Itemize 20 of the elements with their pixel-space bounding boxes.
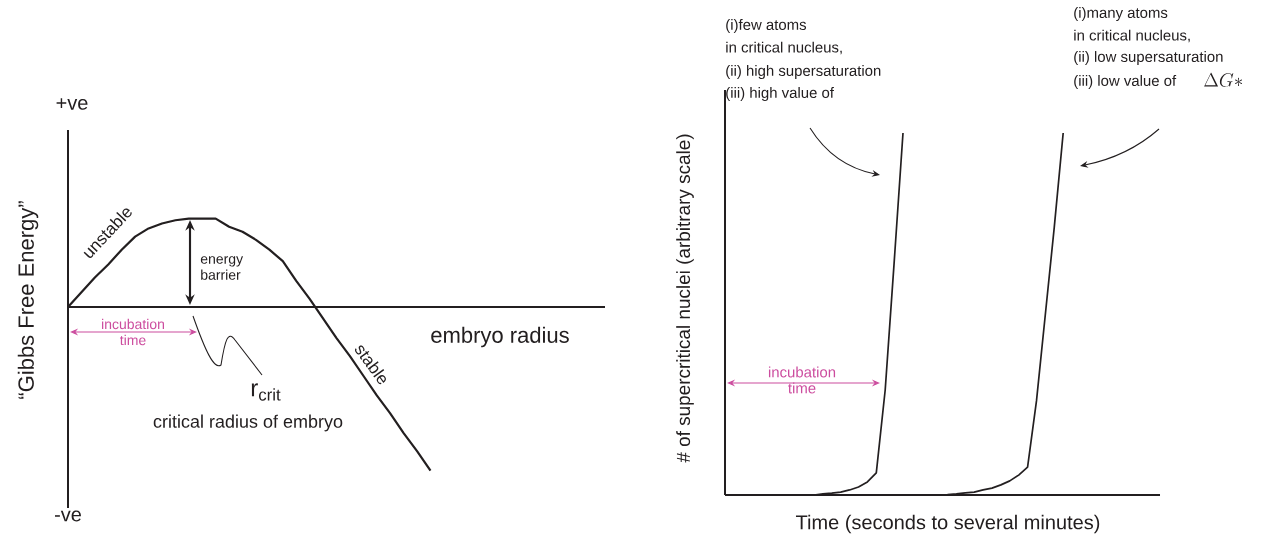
x-axis-title: embryo radius [431,326,569,348]
x-axis-title: Time (seconds to several minutes) [795,514,1100,534]
text: -ve [54,510,81,522]
text: (iii) high value of [726,87,834,101]
text: (iii) low value of [1074,75,1177,89]
text: (ii) high supersaturation [726,65,881,79]
text: in critical nucleus, [1074,29,1190,43]
text: (i)many atoms [1074,7,1168,21]
annotation: incubation time [768,366,836,394]
text: (i)few atoms [726,19,807,33]
annotation: critical radius of embryo [153,414,343,432]
text: $\Delta G*$ [1204,72,1243,87]
annotation: incubation time [102,318,164,346]
text: +ve [56,98,88,110]
text: (ii) low supersaturation [1074,51,1223,65]
annotation: energy barrier [200,256,244,280]
text: in critical nucleus, [726,41,842,55]
y-axis-title: “Gibbs Free Energy” [17,201,39,399]
y-axis-title: # of supercritical nuclei (arbitrary scale) [676,134,694,463]
annotation: r$_{crit}$ [251,383,281,401]
